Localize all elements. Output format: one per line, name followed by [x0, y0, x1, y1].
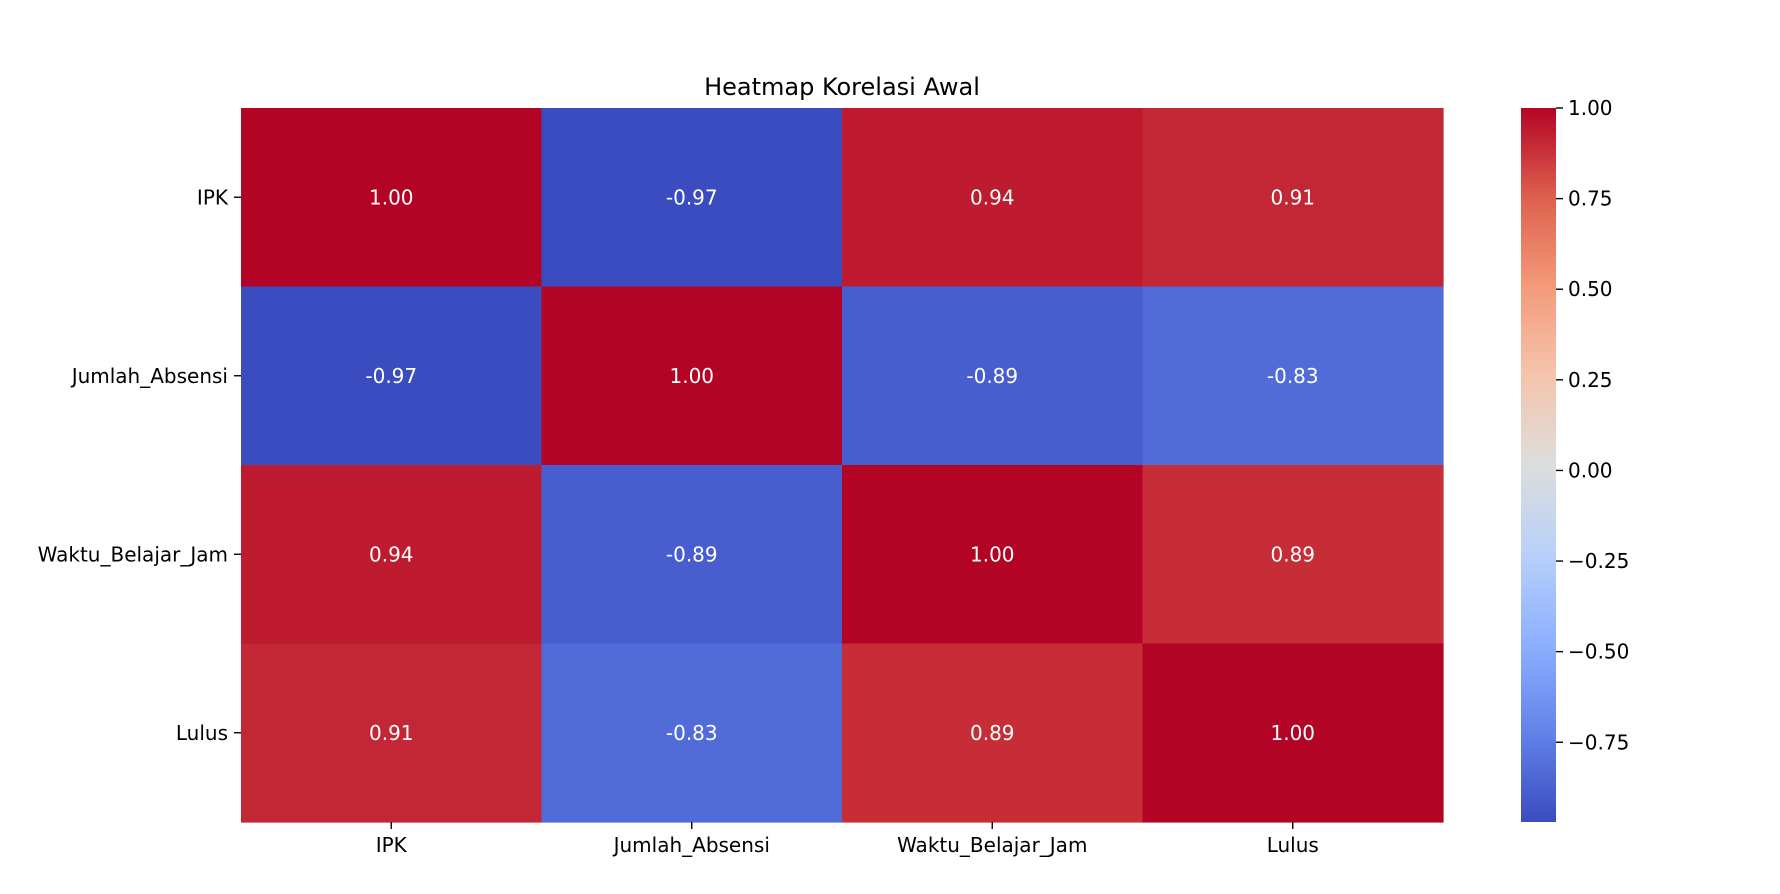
x-tick-label: IPK	[376, 833, 408, 857]
cell-value-label: 0.91	[369, 721, 414, 745]
colorbar-tick-label: 0.25	[1568, 368, 1613, 392]
cell-value-label: 0.94	[369, 542, 414, 566]
x-axis: IPK Jumlah_Absensi Waktu_Belajar_Jam Lulus	[376, 822, 1319, 857]
x-tick-label: Jumlah_Absensi	[612, 833, 770, 857]
heatmap-cell	[1142, 643, 1444, 823]
heatmap-cell	[842, 465, 1144, 645]
x-tick-label: Lulus	[1267, 833, 1319, 857]
colorbar: −0.75 −0.50 −0.25 0.00 0.25 0.50 0.75 1.00	[1521, 96, 1629, 822]
heatmap-cell	[842, 108, 1144, 288]
heatmap-cell	[842, 643, 1144, 823]
cell-value-label: 1.00	[369, 185, 414, 209]
heatmap-cell	[241, 643, 543, 823]
heatmap-cell	[541, 286, 843, 466]
colorbar-tick-label: 0.50	[1568, 277, 1613, 301]
cell-value-label: -0.83	[1267, 364, 1319, 388]
heatmap-cell	[241, 108, 543, 288]
chart-title: Heatmap Korelasi Awal	[704, 73, 980, 101]
y-axis: IPK Jumlah_Absensi Waktu_Belajar_Jam Lulus	[38, 185, 241, 745]
colorbar-tick-label: 0.75	[1568, 187, 1613, 211]
cell-value-label: 0.89	[1270, 542, 1315, 566]
cell-value-label: 0.94	[970, 185, 1015, 209]
cell-value-label: -0.83	[666, 721, 718, 745]
heatmap-cell	[1142, 465, 1444, 645]
cell-value-label: 1.00	[970, 542, 1015, 566]
cell-value-label: 0.89	[970, 721, 1015, 745]
colorbar-gradient	[1521, 108, 1556, 822]
y-tick-label: Waktu_Belajar_Jam	[38, 542, 228, 566]
colorbar-tick-label: −0.25	[1568, 549, 1629, 573]
cell-value-label: -0.89	[966, 364, 1018, 388]
heatmap-cell	[541, 465, 843, 645]
cell-value-label: -0.89	[666, 542, 718, 566]
x-tick-label: Waktu_Belajar_Jam	[897, 833, 1087, 857]
heatmap-cell	[842, 286, 1144, 466]
y-tick-label: Lulus	[176, 721, 228, 745]
cell-value-label: 0.91	[1270, 185, 1315, 209]
y-tick-label: Jumlah_Absensi	[70, 364, 228, 388]
heatmap-cell	[541, 108, 843, 288]
y-tick-label: IPK	[197, 185, 229, 209]
heatmap-cells	[241, 108, 1444, 823]
cell-value-label: -0.97	[666, 185, 718, 209]
colorbar-tick-label: 1.00	[1568, 96, 1613, 120]
heatmap-cell	[541, 643, 843, 823]
heatmap-cell-labels: 1.00 -0.97 0.94 0.91 -0.97 1.00 -0.89 -0.83 0.94…	[365, 185, 1318, 745]
cell-value-label: 1.00	[1270, 721, 1315, 745]
heatmap-cell	[1142, 286, 1444, 466]
cell-value-label: -0.97	[365, 364, 417, 388]
colorbar-tick-label: 0.00	[1568, 458, 1613, 482]
heatmap-cell	[241, 286, 543, 466]
colorbar-tick-label: −0.50	[1568, 640, 1629, 664]
colorbar-tick-label: −0.75	[1568, 730, 1629, 754]
cell-value-label: 1.00	[669, 364, 714, 388]
heatmap-cell	[241, 465, 543, 645]
heatmap-cell	[1142, 108, 1444, 288]
